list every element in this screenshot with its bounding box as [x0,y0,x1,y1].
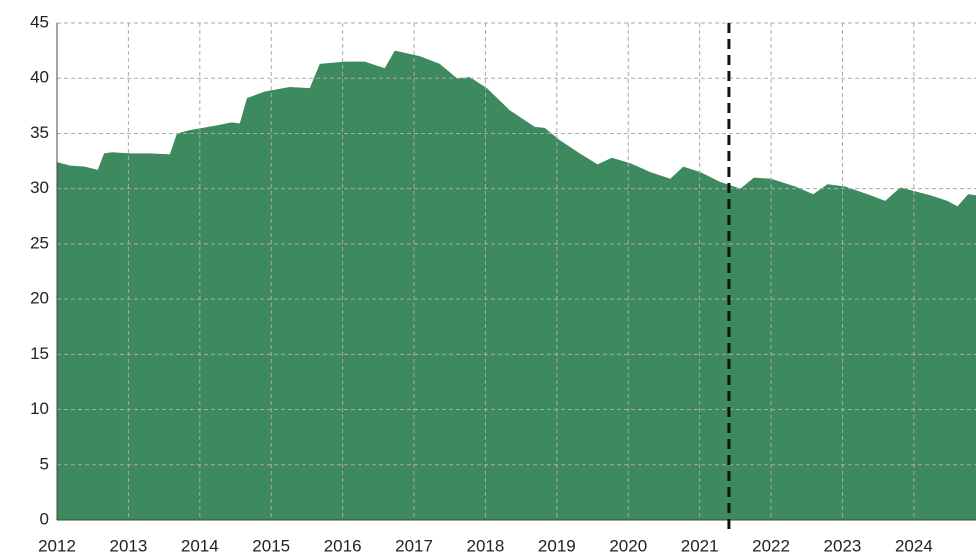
x-tick-label: 2021 [681,536,719,555]
y-tick-label: 25 [30,233,49,252]
y-tick-label: 10 [30,399,49,418]
y-tick-label: 5 [40,454,49,473]
x-tick-label: 2016 [324,536,362,555]
x-tick-label: 2023 [824,536,862,555]
x-tick-label: 2013 [109,536,147,555]
y-tick-label: 0 [40,509,49,528]
x-tick-label: 2012 [38,536,76,555]
x-tick-label: 2017 [395,536,433,555]
y-tick-label: 30 [30,178,49,197]
y-tick-label: 45 [30,12,49,31]
y-tick-label: 20 [30,289,49,308]
area [57,50,976,520]
x-tick-label: 2019 [538,536,576,555]
x-tick-label: 2022 [752,536,790,555]
y-tick-label: 40 [30,68,49,87]
y-tick-label: 15 [30,344,49,363]
y-tick-label: 35 [30,123,49,142]
x-tick-label: 2024 [895,536,933,555]
x-tick-label: 2020 [609,536,647,555]
x-tick-label: 2015 [252,536,290,555]
x-tick-label: 2018 [467,536,505,555]
x-tick-label: 2014 [181,536,219,555]
